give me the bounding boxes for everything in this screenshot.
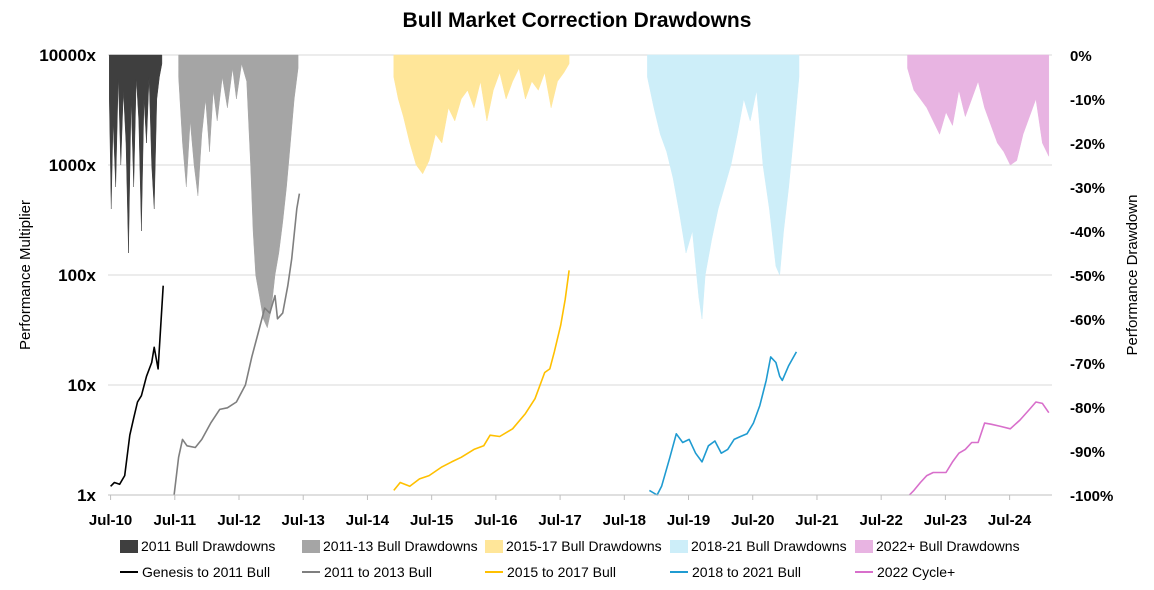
- performance-line: [393, 270, 570, 491]
- y-right-tick-label: -10%: [1070, 92, 1105, 109]
- drawdown-area: [907, 54, 1050, 166]
- legend-swatch: [485, 539, 503, 553]
- x-tick-label: Jul-12: [217, 512, 260, 529]
- legend-swatch: [302, 571, 320, 573]
- legend-item: 2011 Bull Drawdowns: [120, 538, 275, 554]
- legend-label: 2022 Cycle+: [877, 564, 956, 580]
- x-tick-label: Jul-10: [89, 512, 132, 529]
- legend-label: 2011 Bull Drawdowns: [141, 538, 276, 554]
- legend-swatch: [855, 539, 873, 553]
- drawdown-area: [109, 54, 163, 254]
- legend-row-lines: Genesis to 2011 Bull 2011 to 2013 Bull 201…: [120, 564, 1120, 590]
- x-tick-label: Jul-17: [538, 512, 581, 529]
- drawdown-area: [647, 54, 800, 320]
- legend-label: 2011 to 2013 Bull: [324, 564, 432, 580]
- y-right-tick-label: -80%: [1070, 400, 1105, 417]
- x-tick-label: Jul-14: [346, 512, 390, 529]
- x-tick-label: Jul-15: [410, 512, 453, 529]
- legend-item: 2011-13 Bull Drawdowns: [302, 538, 478, 554]
- y-right-tick-label: -30%: [1070, 180, 1105, 197]
- drawdown-areas: [109, 54, 1050, 329]
- axes: 10000x 1000x 100x 10x 1x 0% -10% -20% -30% -40% -5…: [39, 46, 1113, 529]
- legend-swatch: [670, 539, 688, 553]
- x-tick-label: Jul-18: [603, 512, 646, 529]
- x-tick-label: Jul-22: [860, 512, 903, 529]
- chart-title: Bull Market Correction Drawdowns: [402, 9, 752, 32]
- legend-label: 2011-13 Bull Drawdowns: [323, 538, 478, 554]
- legend-swatch: [120, 571, 138, 573]
- x-tick-label: Jul-11: [154, 512, 197, 529]
- legend-swatch: [855, 571, 873, 573]
- legend-swatch: [120, 539, 138, 553]
- legend-label: 2015-17 Bull Drawdowns: [506, 538, 662, 554]
- legend-label: 2018-21 Bull Drawdowns: [691, 538, 847, 554]
- y-left-tick-label: 10x: [68, 376, 97, 395]
- x-tick-label: Jul-20: [731, 512, 774, 529]
- y-axis-right-label: Performance Drawdown: [1124, 195, 1141, 356]
- x-tick-label: Jul-21: [795, 512, 838, 529]
- y-right-tick-label: -60%: [1070, 312, 1105, 329]
- legend-item: Genesis to 2011 Bull: [120, 564, 270, 580]
- legend-item: 2015-17 Bull Drawdowns: [485, 538, 662, 554]
- y-right-tick-label: -20%: [1070, 136, 1105, 153]
- x-tick-label: Jul-16: [474, 512, 517, 529]
- legend: 2011 Bull Drawdowns 2011-13 Bull Drawdown…: [120, 538, 1120, 590]
- legend-item: 2022 Cycle+: [855, 564, 955, 580]
- legend-item: 2018 to 2021 Bull: [670, 564, 801, 580]
- chart-area: 10000x 1000x 100x 10x 1x 0% -10% -20% -30% -40% -5…: [17, 46, 1141, 529]
- legend-item: 2022+ Bull Drawdowns: [855, 538, 1020, 554]
- y-right-tick-label: -70%: [1070, 356, 1105, 373]
- legend-item: 2015 to 2017 Bull: [485, 564, 616, 580]
- performance-line: [173, 193, 301, 496]
- y-right-tick-label: 0%: [1070, 48, 1092, 65]
- performance-line: [648, 351, 798, 496]
- x-tick-label: Jul-24: [988, 512, 1032, 529]
- legend-swatch: [670, 571, 688, 573]
- y-right-tick-label: -40%: [1070, 224, 1105, 241]
- x-tick-label: Jul-19: [667, 512, 710, 529]
- legend-item: 2018-21 Bull Drawdowns: [670, 538, 847, 554]
- y-right-tick-label: -90%: [1070, 444, 1105, 461]
- legend-label: 2022+ Bull Drawdowns: [876, 538, 1020, 554]
- legend-item: 2011 to 2013 Bull: [302, 564, 432, 580]
- drawdown-area: [393, 54, 570, 175]
- legend-label: Genesis to 2011 Bull: [142, 564, 271, 580]
- drawdown-area: [178, 54, 299, 329]
- legend-label: 2018 to 2021 Bull: [692, 564, 801, 580]
- y-left-tick-label: 100x: [58, 266, 96, 285]
- legend-swatch: [302, 539, 320, 553]
- legend-swatch: [485, 571, 503, 573]
- legend-label: 2015 to 2017 Bull: [507, 564, 616, 580]
- y-left-tick-label: 1x: [77, 486, 96, 505]
- y-right-tick-label: -100%: [1070, 488, 1113, 505]
- y-left-tick-label: 1000x: [49, 156, 97, 175]
- legend-row-drawdowns: 2011 Bull Drawdowns 2011-13 Bull Drawdown…: [120, 538, 1120, 564]
- y-left-tick-label: 10000x: [39, 46, 96, 65]
- y-axis-left-label: Performance Multiplier: [17, 200, 34, 350]
- x-tick-label: Jul-13: [282, 512, 325, 529]
- y-right-tick-label: -50%: [1070, 268, 1105, 285]
- performance-line: [908, 401, 1050, 496]
- performance-lines: [110, 193, 1050, 496]
- performance-line: [110, 285, 164, 487]
- x-tick-label: Jul-23: [924, 512, 967, 529]
